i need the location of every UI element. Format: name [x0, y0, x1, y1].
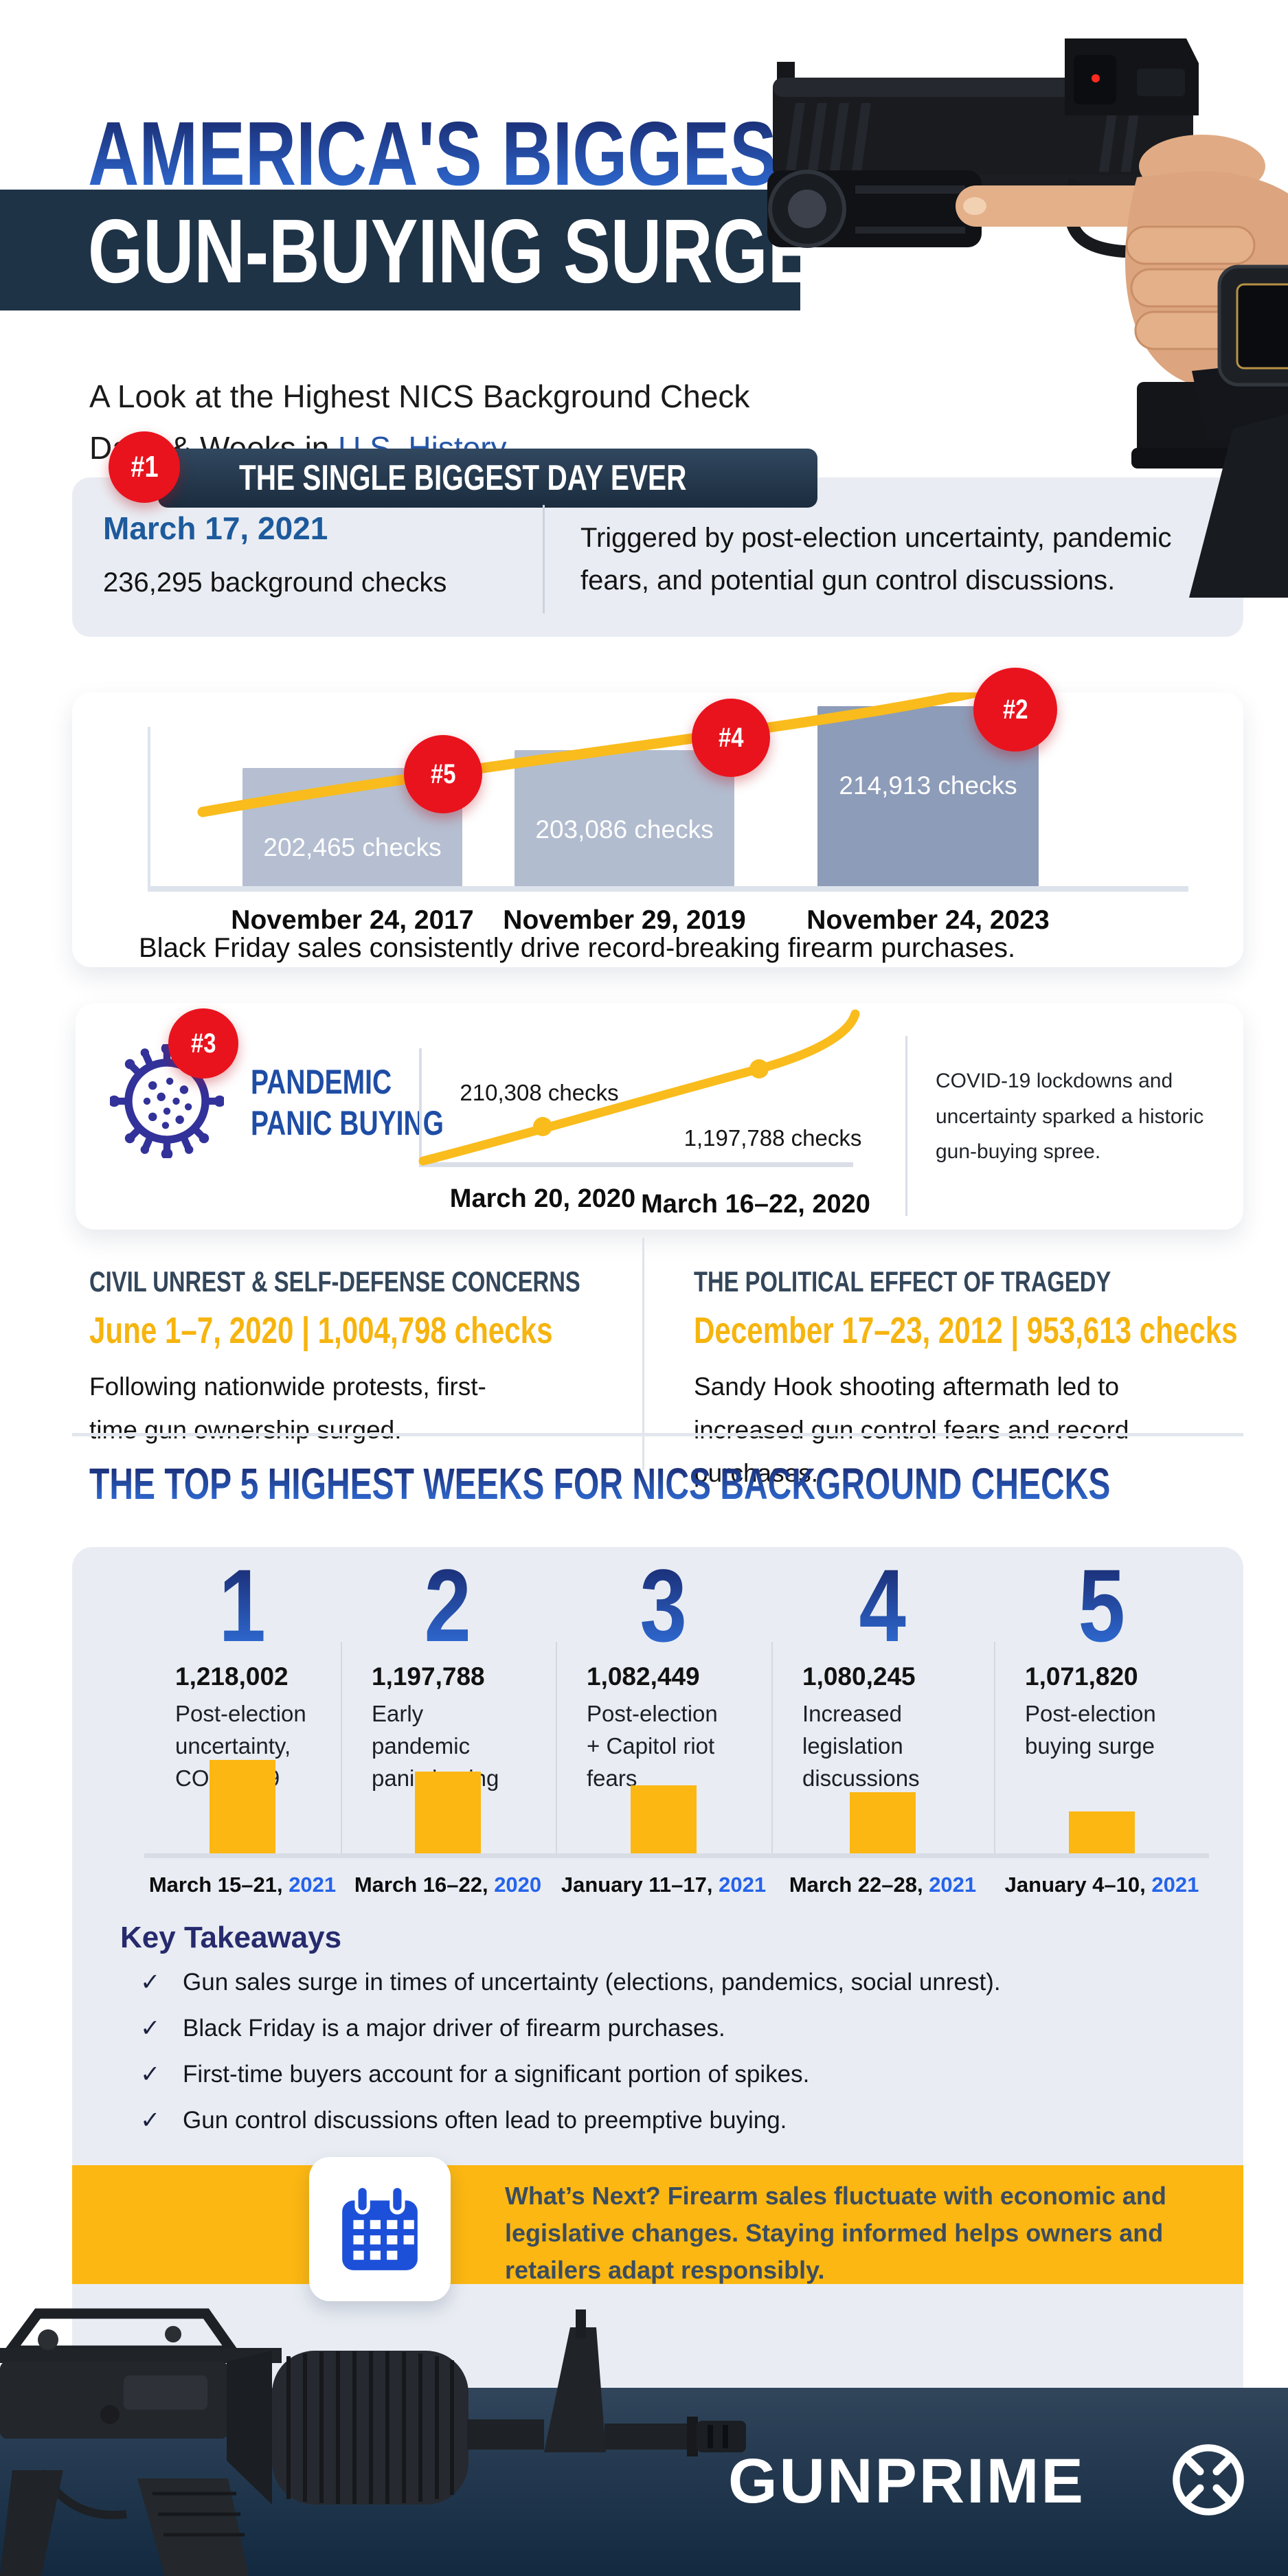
- section1-date: March 17, 2021: [103, 510, 328, 546]
- calendar-card: [309, 2157, 451, 2301]
- check-icon: ✓: [140, 1969, 161, 1996]
- page-title-line1: AMERICA'S BIGGEST: [88, 103, 820, 204]
- bf-trend-line: [197, 692, 1000, 817]
- bf-bar-2023: 214,913 checks: [817, 706, 1039, 886]
- pandemic-title: PANDEMIC PANIC BUYING: [251, 1063, 444, 1142]
- sleeve: [1189, 414, 1288, 598]
- rank5-value: 1,071,820: [1025, 1662, 1138, 1691]
- red-dot-optic-icon: [1065, 38, 1199, 115]
- divider: [341, 1642, 342, 1855]
- top5-title: THE TOP 5 HIGHEST WEEKS FOR NICS BACKGRO…: [89, 1459, 1111, 1509]
- pandemic-point1-label: 210,308 checks: [460, 1080, 619, 1105]
- rank-badge-3: #3: [168, 1008, 238, 1078]
- divider: [72, 1433, 1243, 1436]
- rank1-date: March 15–21, 2021: [148, 1873, 337, 1897]
- virus-icon: [110, 1044, 224, 1158]
- divider: [556, 1642, 557, 1855]
- pandemic-point1-date: March 20, 2020: [449, 1184, 636, 1213]
- key-takeaways-heading: Key Takeaways: [120, 1921, 342, 1954]
- rank-badge-4: #4: [692, 699, 770, 777]
- brand-wordmark: GUNPRIME: [728, 2446, 1085, 2516]
- bf-chart-baseline: [148, 886, 1188, 892]
- rank2-bar: [415, 1772, 481, 1853]
- section1-description: Triggered by post-election uncertainty, …: [580, 523, 1172, 596]
- page-title-line2: GUN-BUYING SURGES: [88, 201, 862, 302]
- rank3-bar: [631, 1785, 697, 1853]
- rank-number-4: 4: [859, 1548, 907, 1663]
- check-icon: ✓: [140, 2015, 161, 2042]
- rank3-value: 1,082,449: [587, 1662, 700, 1691]
- rank4-desc: Increased legislation discussions: [802, 1701, 920, 1791]
- bf-caption: Black Friday sales consistently drive re…: [139, 933, 1016, 963]
- whats-next-banner: [72, 2165, 1243, 2284]
- weapon-light-icon: [767, 170, 982, 248]
- divider: [642, 1238, 644, 1470]
- bf-date-2017: November 24, 2017: [231, 905, 474, 935]
- pistol-hand-photo: [767, 38, 1288, 598]
- pandemic-card: [76, 1003, 1243, 1230]
- divider: [771, 1642, 773, 1855]
- crosshair-logo-icon: [1173, 2444, 1244, 2516]
- calendar-icon: [342, 2184, 418, 2270]
- pandemic-note: COVID-19 lockdowns and uncertainty spark…: [936, 1070, 1204, 1164]
- section1-heading-pill: THE SINGLE BIGGEST DAY EVER: [158, 449, 817, 508]
- rank-number-2: 2: [424, 1548, 472, 1663]
- rank4-date: March 22–28, 2021: [789, 1873, 977, 1897]
- rank1-bar: [210, 1760, 275, 1853]
- rank5-date: January 4–10, 2021: [1004, 1873, 1199, 1897]
- divider: [994, 1642, 995, 1855]
- rank-number-3: 3: [640, 1548, 688, 1663]
- pandemic-point2-date: March 16–22, 2020: [641, 1190, 870, 1219]
- bf-bar-2019: 203,086 checks: [515, 750, 734, 886]
- rank4-bar: [850, 1792, 916, 1853]
- rifle-photo: [0, 2308, 746, 2576]
- pandemic-line-chart: [418, 1009, 860, 1167]
- pandemic-point2-label: 1,197,788 checks: [683, 1125, 862, 1151]
- rank-number-5: 5: [1078, 1548, 1126, 1663]
- bf-date-2019: November 29, 2019: [503, 905, 746, 935]
- event-left-title: CIVIL UNREST & SELF-DEFENSE CONCERNS: [89, 1265, 580, 1298]
- check-icon: ✓: [140, 2061, 161, 2088]
- rank2-date: March 16–22, 2020: [354, 1873, 542, 1897]
- event-left-stat: June 1–7, 2020 | 1,004,798 checks: [89, 1310, 553, 1351]
- section1-stat: 236,295 background checks: [103, 567, 447, 598]
- divider: [543, 505, 545, 613]
- rank-badge-2: #2: [973, 668, 1057, 752]
- bf-date-2023: November 24, 2023: [806, 905, 1050, 935]
- takeaway-item: ✓ First-time buyers account for a signifi…: [140, 2061, 810, 2088]
- event-right-desc: Sandy Hook shooting aftermath led to inc…: [694, 1372, 1129, 1487]
- rank1-value: 1,218,002: [175, 1662, 289, 1691]
- takeaway-item: ✓ Black Friday is a major driver of firea…: [140, 2015, 725, 2042]
- bf-chart-y-axis: [148, 727, 150, 889]
- rank4-value: 1,080,245: [802, 1662, 916, 1691]
- title-navy-band: [0, 190, 800, 310]
- event-right-stat: December 17–23, 2012 | 953,613 checks: [694, 1310, 1238, 1351]
- event-left-desc: Following nationwide protests, first-tim…: [89, 1372, 486, 1444]
- rank3-desc: Post-election + Capitol riot fears: [587, 1701, 718, 1791]
- event-right-title: THE POLITICAL EFFECT OF TRAGEDY: [694, 1265, 1111, 1298]
- check-icon: ✓: [140, 2107, 161, 2134]
- takeaway-item: ✓ Gun sales surge in times of uncertainty…: [140, 1969, 1001, 1996]
- rank-badge-5: #5: [404, 735, 482, 813]
- rank-badge-1: #1: [109, 431, 180, 503]
- divider: [905, 1036, 907, 1216]
- rank-number-1: 1: [218, 1548, 267, 1663]
- rank5-desc: Post-election buying surge: [1025, 1701, 1156, 1759]
- rank5-bar: [1069, 1811, 1135, 1853]
- rank2-value: 1,197,788: [372, 1662, 485, 1691]
- whats-next-text: What’s Next? Firearm sales fluctuate wit…: [505, 2182, 1166, 2284]
- takeaway-item: ✓ Gun control discussions often lead to p…: [140, 2107, 787, 2134]
- top5-baseline: [144, 1853, 1209, 1858]
- rank3-date: January 11–17, 2021: [561, 1873, 767, 1897]
